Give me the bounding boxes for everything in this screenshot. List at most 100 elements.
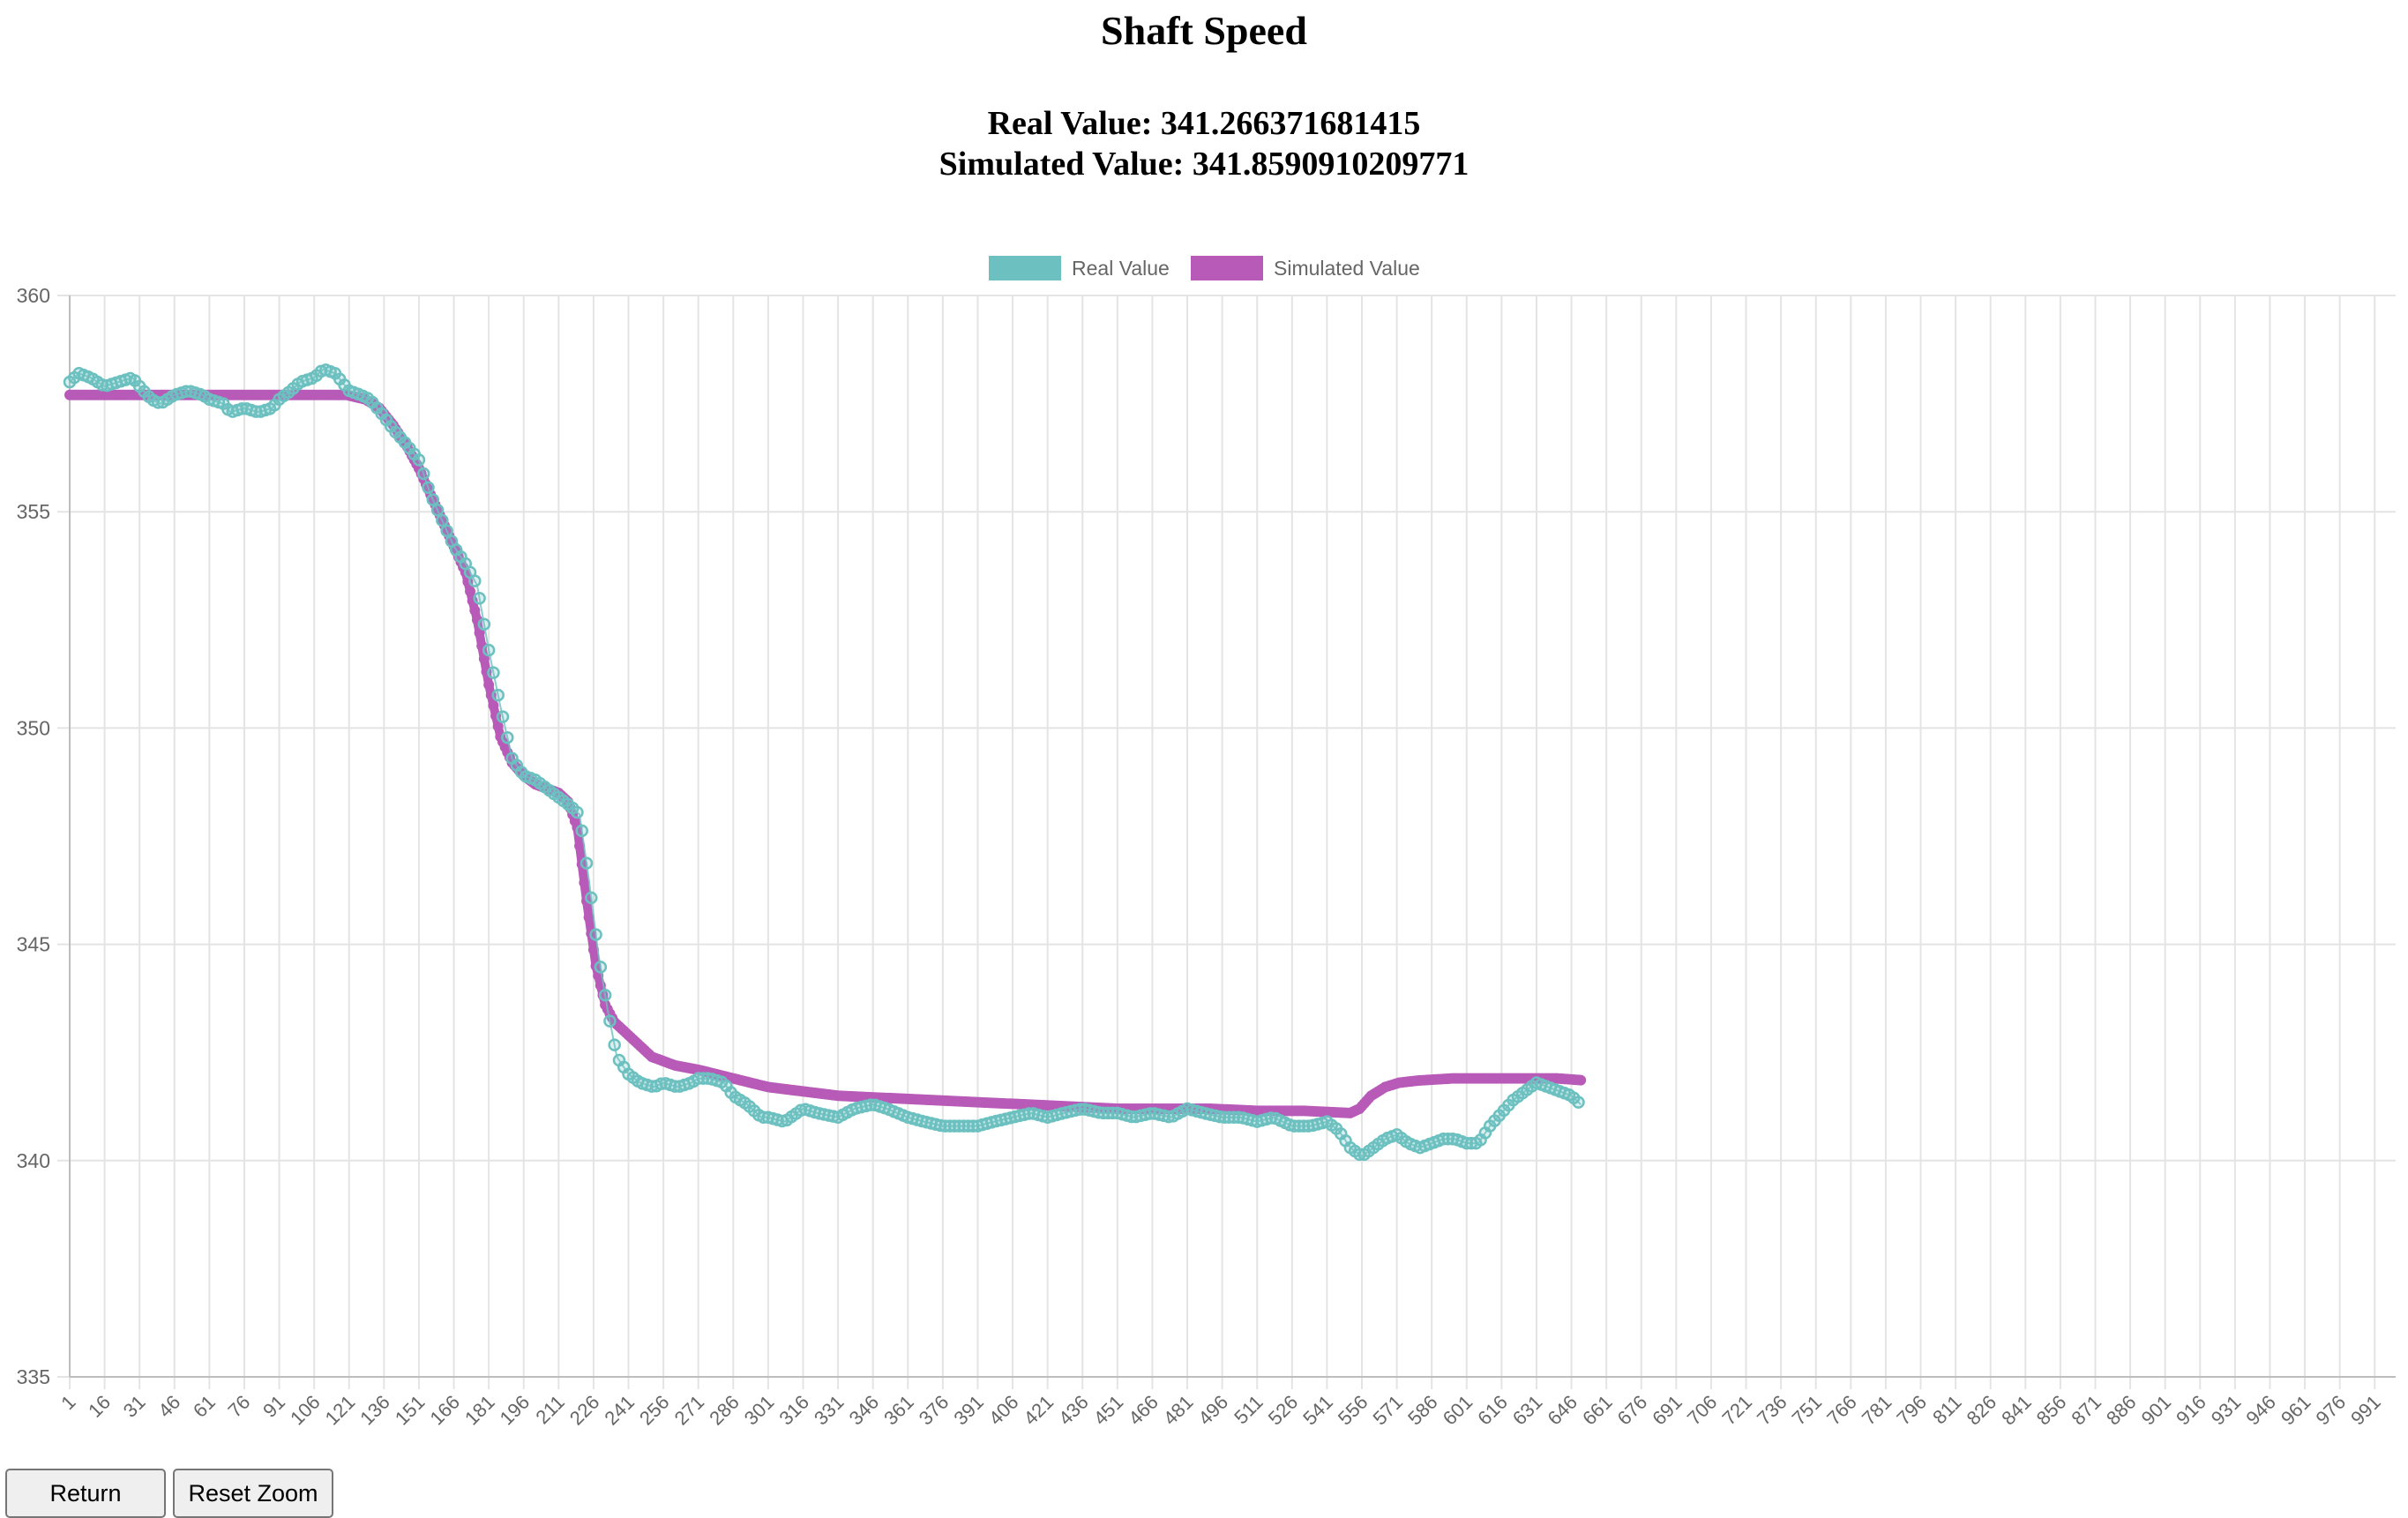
real-value-point	[603, 1014, 617, 1028]
x-tick-label: 226	[565, 1391, 604, 1430]
real-value-point	[477, 617, 491, 631]
real-value-point	[496, 710, 510, 723]
x-tick-label: 76	[224, 1391, 255, 1422]
x-tick-label: 781	[1858, 1391, 1896, 1430]
x-tick-label: 166	[425, 1391, 464, 1430]
x-tick-label: 616	[1473, 1391, 1512, 1430]
y-tick-label: 355	[17, 500, 50, 523]
x-tick-label: 991	[2346, 1391, 2385, 1430]
x-tick-label: 931	[2207, 1391, 2246, 1430]
real-value-readout: Real Value: 341.266371681415	[987, 105, 1421, 142]
x-tick-label: 46	[153, 1391, 184, 1422]
real-value-point	[482, 643, 496, 657]
x-tick-label: 841	[1997, 1391, 2036, 1430]
y-tick-label: 335	[17, 1365, 50, 1388]
x-tick-label: 451	[1089, 1391, 1128, 1430]
real-value-point	[589, 928, 602, 941]
x-tick-label: 856	[2032, 1391, 2071, 1430]
real-value-point	[426, 493, 440, 506]
x-tick-label: 511	[1230, 1391, 1267, 1428]
x-tick-label: 211	[531, 1391, 568, 1428]
x-tick-label: 871	[2067, 1391, 2105, 1430]
x-tick-label: 376	[915, 1391, 953, 1430]
real-value-point	[440, 524, 453, 538]
real-value-point	[501, 730, 514, 744]
real-value-point	[580, 856, 594, 870]
simulated-value-readout: Simulated Value: 341.8590910209771	[939, 146, 1469, 183]
simulated-value-point	[469, 605, 481, 617]
x-tick-label: 436	[1054, 1391, 1093, 1430]
real-value-point	[430, 503, 445, 517]
real-value-point	[1572, 1096, 1585, 1109]
x-tick-label: 676	[1613, 1391, 1652, 1430]
x-tick-label: 811	[1928, 1391, 1965, 1428]
x-tick-label: 826	[1963, 1391, 2001, 1430]
real-value-line	[69, 368, 1582, 1158]
x-tick-label: 721	[1717, 1391, 1756, 1430]
x-tick-label: 361	[879, 1391, 918, 1430]
simulated-value-point	[483, 679, 495, 691]
x-tick-label: 571	[1368, 1391, 1407, 1430]
x-tick-label: 301	[740, 1391, 779, 1430]
x-tick-label: 601	[1439, 1391, 1477, 1430]
legend-label[interactable]: Real Value	[1072, 257, 1170, 280]
x-tick-label: 316	[774, 1391, 813, 1430]
x-tick-label: 286	[705, 1391, 744, 1430]
real-value-point	[487, 666, 500, 679]
x-tick-label: 106	[286, 1391, 325, 1430]
x-tick-label: 706	[1683, 1391, 1722, 1430]
x-tick-label: 556	[1334, 1391, 1372, 1430]
simulated-value-point	[495, 731, 506, 743]
real-value-point	[571, 805, 584, 819]
x-tick-label: 736	[1753, 1391, 1791, 1430]
real-value-point	[468, 574, 482, 587]
x-tick-label: 271	[670, 1391, 709, 1430]
x-tick-label: 1	[56, 1391, 79, 1414]
legend-label[interactable]: Simulated Value	[1274, 257, 1420, 280]
simulated-value-point	[595, 980, 606, 991]
x-tick-label: 256	[635, 1391, 674, 1430]
simulated-value-point	[490, 710, 502, 722]
real-value-point	[412, 453, 426, 467]
legend-swatch[interactable]	[1191, 256, 1263, 280]
real-value-point	[473, 592, 486, 605]
x-tick-label: 151	[391, 1391, 430, 1430]
x-tick-label: 61	[189, 1391, 220, 1422]
legend-swatch[interactable]	[989, 256, 1061, 280]
real-value-point	[436, 513, 449, 527]
simulated-value-point	[465, 586, 476, 597]
x-tick-label: 631	[1508, 1391, 1547, 1430]
chart-title: Shaft Speed	[1101, 8, 1307, 53]
x-tick-label: 796	[1892, 1391, 1931, 1430]
y-tick-label: 350	[17, 716, 50, 739]
simulated-value-point	[492, 721, 504, 732]
real-value-point	[598, 988, 612, 1002]
x-tick-label: 181	[460, 1391, 499, 1430]
real-value-point	[585, 891, 598, 905]
real-value-point	[575, 824, 588, 838]
x-tick-label: 886	[2102, 1391, 2141, 1430]
real-value-point	[594, 961, 608, 974]
x-tick-label: 766	[1822, 1391, 1861, 1430]
x-tick-label: 31	[119, 1391, 150, 1422]
x-tick-label: 946	[2241, 1391, 2280, 1430]
x-tick-label: 901	[2137, 1391, 2176, 1430]
simulated-value-line	[65, 390, 1586, 1118]
y-tick-label: 340	[17, 1149, 50, 1172]
x-tick-label: 136	[355, 1391, 394, 1430]
simulated-value-point	[485, 690, 497, 701]
x-tick-label: 406	[984, 1391, 1023, 1430]
x-tick-label: 496	[1194, 1391, 1233, 1430]
x-tick-label: 646	[1543, 1391, 1582, 1430]
reset-zoom-button[interactable]: Reset Zoom	[173, 1469, 333, 1518]
real-value-point	[491, 688, 505, 702]
return-button[interactable]: Return	[5, 1469, 166, 1518]
real-value-point	[416, 467, 430, 481]
x-tick-label: 481	[1159, 1391, 1198, 1430]
x-tick-label: 241	[600, 1391, 639, 1430]
x-tick-label: 976	[2312, 1391, 2351, 1430]
real-value-point	[422, 481, 435, 494]
x-tick-label: 16	[84, 1391, 115, 1422]
x-tick-label: 661	[1578, 1391, 1617, 1430]
